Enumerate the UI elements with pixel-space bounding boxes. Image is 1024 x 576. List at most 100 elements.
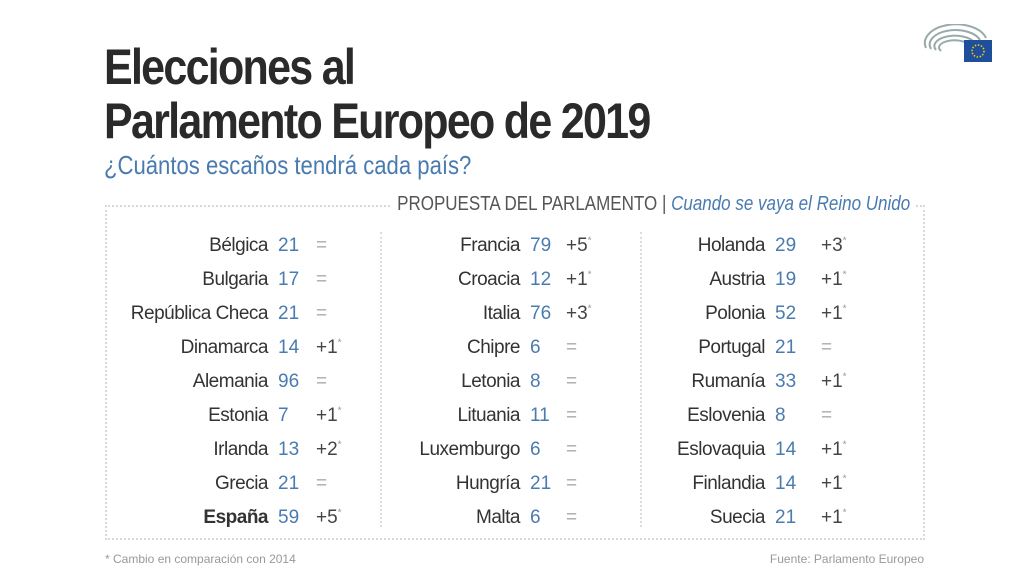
seat-change: = — [817, 405, 871, 427]
country-row: Finlandia 14 +1* — [650, 467, 871, 501]
country-name: República Checa — [130, 303, 269, 324]
column-divider — [380, 232, 382, 527]
seat-count: 6 — [530, 439, 541, 460]
country-name: Luxemburgo — [419, 439, 520, 460]
seat-change-value: +5 — [566, 235, 588, 256]
subtitle: ¿Cuántos escaños tendrá cada país? — [104, 150, 472, 180]
country-name: Letonia — [461, 371, 520, 392]
seat-count: 6 — [530, 507, 541, 528]
seat-count: 8 — [775, 405, 786, 426]
header-proposal: PROPUESTA DEL PARLAMENTO — [397, 193, 658, 215]
seat-count: 21 — [775, 507, 797, 528]
seat-change-value: = — [316, 473, 328, 494]
footnote-marker: * — [337, 405, 342, 417]
seat-change: = — [312, 371, 366, 393]
country-row: Bulgaria 17 = — [100, 263, 366, 297]
country-row: Austria 19 +1* — [650, 263, 871, 297]
seat-count: 33 — [775, 371, 797, 392]
country-row: Portugal 21 = — [650, 331, 871, 365]
seat-change: +1* — [817, 439, 871, 461]
country-name: Bélgica — [209, 235, 268, 256]
seat-change: +5* — [312, 507, 366, 529]
source: Fuente: Parlamento Europeo — [769, 552, 924, 566]
country-row: Croacia 12 +1* — [388, 263, 616, 297]
country-row: Alemania 96 = — [100, 365, 366, 399]
seat-change: = — [562, 371, 616, 393]
seat-count: 11 — [530, 405, 550, 426]
seat-change: = — [562, 473, 616, 495]
footnote-marker: * — [337, 439, 342, 451]
country-row: Holanda 29 +3* — [650, 229, 871, 263]
footnote-marker: * — [842, 303, 847, 315]
seat-change-value: = — [566, 473, 578, 494]
footnote-marker: * — [842, 235, 847, 247]
footnote-marker: * — [587, 235, 592, 247]
country-name: Italia — [482, 303, 521, 324]
seat-count: 21 — [278, 303, 300, 324]
country-name: Irlanda — [213, 439, 268, 460]
seat-change-value: +3 — [821, 235, 843, 256]
footnote-marker: * — [587, 269, 592, 281]
seat-count: 7 — [278, 405, 289, 426]
seat-change-value: +1 — [821, 371, 843, 392]
column-divider — [640, 232, 642, 527]
seat-count: 21 — [278, 473, 300, 494]
seat-change: +1* — [562, 269, 616, 291]
footnote-marker: * — [337, 337, 342, 349]
country-name: Bulgaria — [202, 269, 268, 290]
country-row: Italia 76 +3* — [388, 297, 616, 331]
country-name: España — [203, 507, 268, 528]
seat-change: = — [817, 337, 871, 359]
seat-change-value: +1 — [566, 269, 588, 290]
seat-count: 14 — [775, 473, 797, 494]
seat-change: +1* — [817, 269, 871, 291]
country-name: Holanda — [697, 235, 766, 256]
seat-count: 21 — [278, 235, 300, 256]
country-column-3: Holanda 29 +3* Austria 19 +1* Polonia 52 +1* Port… — [650, 229, 871, 535]
seat-change-value: = — [566, 371, 578, 392]
seat-count: 8 — [530, 371, 541, 392]
seat-change: +2* — [312, 439, 366, 461]
seat-count: 6 — [530, 337, 541, 358]
seat-change-value: = — [316, 235, 328, 256]
country-row: Eslovenia 8 = — [650, 399, 871, 433]
country-name: Polonia — [705, 303, 765, 324]
country-column-1: Bélgica 21 = Bulgaria 17 = República Checa 21 = D… — [100, 229, 366, 535]
footnote-marker: * — [842, 439, 847, 451]
country-name: Estonia — [208, 405, 268, 426]
header-brexit: Cuando se vaya el Reino Unido — [671, 193, 911, 215]
seat-change: +3* — [817, 235, 871, 257]
seat-count: 29 — [775, 235, 797, 256]
country-row: Malta 6 = — [388, 501, 616, 535]
country-row: Polonia 52 +1* — [650, 297, 871, 331]
country-name: Austria — [709, 269, 765, 290]
seat-count: 19 — [775, 269, 797, 290]
table-header: PROPUESTA DEL PARLAMENTO | Cuando se vay… — [392, 192, 916, 216]
country-row: Estonia 7 +1* — [100, 399, 366, 433]
country-name: Chipre — [467, 337, 520, 358]
country-name: Finlandia — [692, 473, 765, 494]
country-name: Eslovenia — [687, 405, 765, 426]
country-row: Chipre 6 = — [388, 331, 616, 365]
seat-change-value: +1 — [821, 269, 843, 290]
seat-change-value: +1 — [821, 439, 843, 460]
country-row: Eslovaquia 14 +1* — [650, 433, 871, 467]
seat-change: = — [562, 337, 616, 359]
country-row: Letonia 8 = — [388, 365, 616, 399]
seat-count: 14 — [278, 337, 300, 358]
seat-count: 59 — [278, 507, 300, 528]
seat-count: 14 — [775, 439, 797, 460]
seat-change-value: = — [566, 405, 578, 426]
seat-count: 76 — [530, 303, 552, 324]
seat-change: = — [312, 473, 366, 495]
country-name: Hungría — [455, 473, 521, 494]
seat-count: 17 — [278, 269, 300, 290]
footnote: * Cambio en comparación con 2014 — [105, 552, 296, 566]
seat-change: = — [312, 269, 366, 291]
footnote-marker: * — [587, 303, 592, 315]
footnote-marker: * — [842, 473, 847, 485]
page-title: Elecciones al Parlamento Europeo de 2019 — [104, 40, 651, 148]
seat-count: 21 — [530, 473, 552, 494]
seat-change-value: = — [566, 337, 578, 358]
country-name: Eslovaquia — [677, 439, 765, 460]
